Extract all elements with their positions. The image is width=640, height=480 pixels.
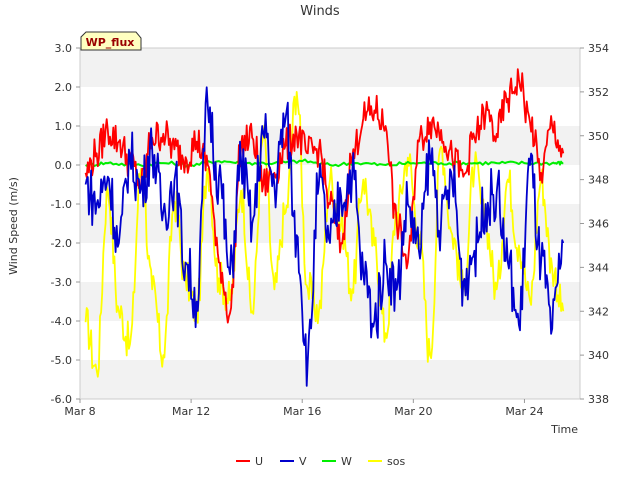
x-tick-label: Mar 24 [505,405,543,418]
left-tick-label: -4.0 [51,315,72,328]
wp-flux-badge: WP_flux [80,31,142,51]
badge-label: WP_flux [86,36,135,49]
right-tick-label: 350 [588,130,609,143]
legend-label: W [341,455,352,468]
left-tick-label: 2.0 [55,81,73,94]
series-line-v [84,86,565,387]
legend-label: V [299,455,307,468]
series-line-w [85,158,564,168]
right-tick-label: 338 [588,393,609,406]
x-tick-label: Mar 12 [172,405,210,418]
left-tick-label: -3.0 [51,276,72,289]
axis-ticks: -6.0 -5.0 -4.0 -3.0 -2.0 -1.0 0.0 1.0 2.0 3.0 338 3… [51,42,609,418]
x-tick-label: Mar 16 [283,405,321,418]
right-tick-label: 352 [588,86,609,99]
x-tick-label: Mar 8 [64,405,95,418]
right-tick-label: 340 [588,349,609,362]
left-tick-label: 3.0 [55,42,73,55]
right-tick-label: 354 [588,42,609,55]
legend-label: sos [387,455,405,468]
legend-label: U [255,455,263,468]
right-tick-label: 344 [588,261,609,274]
series-line-u [84,68,565,324]
y-axis-label: Wind Speed (m/s) [7,177,20,275]
left-tick-label: 0.0 [55,159,73,172]
grid-band [80,360,580,399]
grid-band [80,126,580,165]
chart-title: Winds [300,4,340,19]
series-layer [84,68,565,387]
right-tick-label: 348 [588,174,609,187]
legend-item-v: V [280,455,307,468]
legend-item-sos: sos [368,455,405,468]
x-axis-label: Time [550,423,578,436]
left-tick-label: 1.0 [55,120,73,133]
left-tick-label: -6.0 [51,393,72,406]
left-tick-label: -5.0 [51,354,72,367]
legend-item-u: U [236,455,263,468]
grid-band [80,48,580,87]
right-tick-label: 346 [588,218,609,231]
left-tick-label: -2.0 [51,237,72,250]
right-tick-label: 342 [588,305,609,318]
left-tick-label: -1.0 [51,198,72,211]
legend-item-w: W [322,455,352,468]
x-tick-label: Mar 20 [394,405,432,418]
